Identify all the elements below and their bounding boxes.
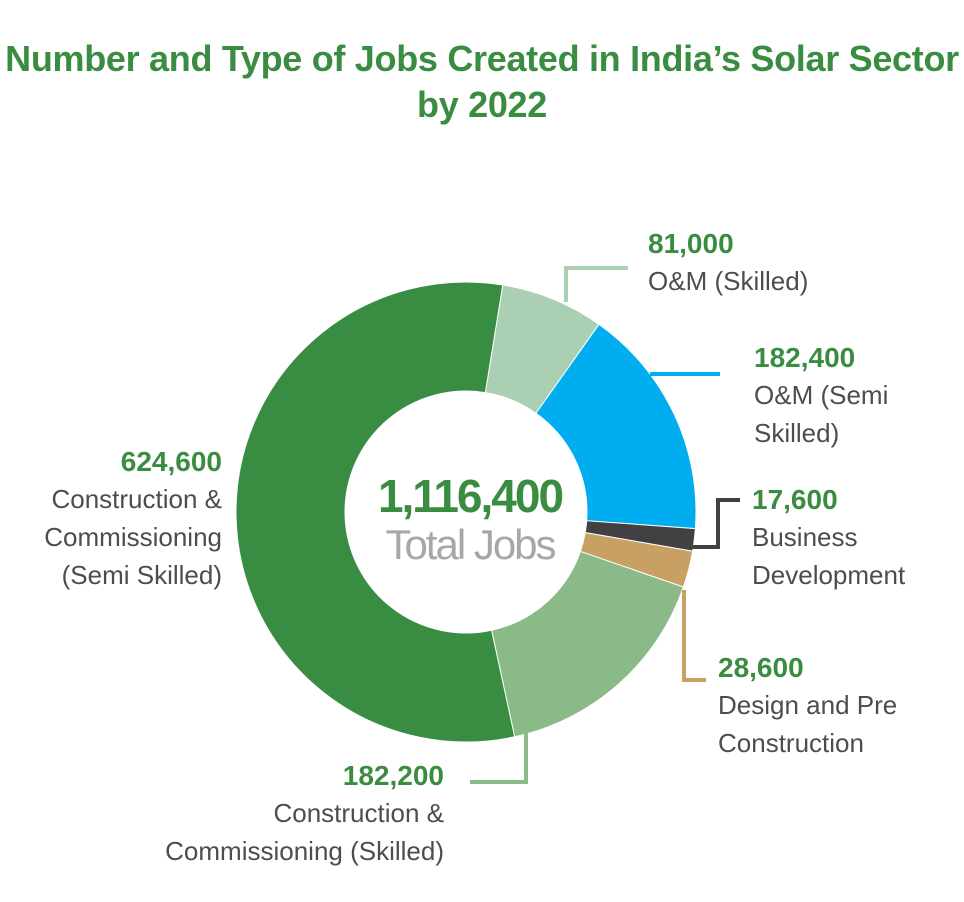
leader-line bbox=[470, 728, 528, 784]
leader-lines bbox=[470, 266, 740, 784]
label-construction-skilled: 182,200 Construction & Commissioning (Sk… bbox=[60, 758, 444, 870]
label-business-development: 17,600 Business Development bbox=[752, 482, 905, 594]
leader-line bbox=[682, 590, 706, 682]
label-design-pre-construction: 28,600 Design and Pre Construction bbox=[718, 650, 897, 762]
label-text: Business Development bbox=[752, 522, 906, 590]
total-jobs-value: 1,116,400 bbox=[377, 470, 564, 522]
label-text: Construction & Commissioning (Semi Skill… bbox=[44, 484, 222, 590]
label-om-semi-skilled: 182,400 O&M (Semi Skilled) bbox=[754, 340, 888, 452]
label-text: O&M (Skilled) bbox=[648, 266, 809, 296]
chart-title: Number and Type of Jobs Created in India… bbox=[5, 38, 959, 125]
donut-slice bbox=[235, 281, 516, 743]
label-value: 17,600 bbox=[752, 484, 838, 515]
label-value: 182,400 bbox=[754, 342, 856, 373]
total-jobs-caption: Total Jobs bbox=[385, 521, 556, 568]
leader-line bbox=[686, 498, 740, 549]
leader-line bbox=[564, 266, 628, 302]
donut-slice bbox=[490, 550, 685, 738]
label-text: O&M (Semi Skilled) bbox=[754, 380, 889, 448]
label-om-skilled: 81,000 O&M (Skilled) bbox=[648, 226, 808, 300]
label-text: Construction & Commissioning (Skilled) bbox=[165, 798, 444, 866]
label-value: 28,600 bbox=[718, 652, 804, 683]
donut-slice bbox=[535, 323, 697, 530]
label-text: Design and Pre Construction bbox=[718, 690, 898, 758]
label-value: 182,200 bbox=[342, 760, 444, 791]
label-value: 81,000 bbox=[648, 228, 734, 259]
label-value: 624,600 bbox=[120, 446, 222, 477]
label-construction-semi-skilled: 624,600 Construction & Commissioning (Se… bbox=[0, 444, 222, 594]
donut-slices bbox=[235, 281, 697, 743]
